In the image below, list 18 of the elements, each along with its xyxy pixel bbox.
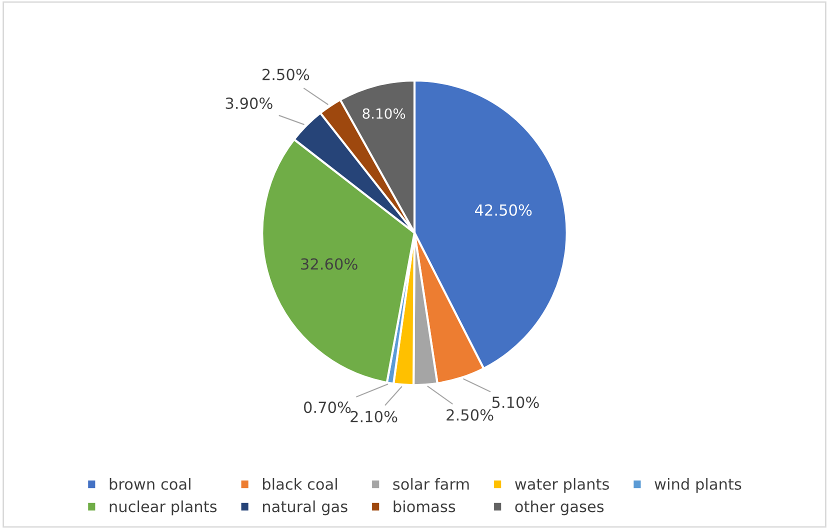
legend-label: black coal	[263, 478, 337, 490]
legend-label: solar farm	[393, 478, 469, 490]
data-label: 42.50%	[475, 204, 532, 216]
legend-label: water plants	[515, 478, 609, 493]
data-label: 0.70%	[304, 402, 351, 414]
legend-label: brown coal	[110, 478, 190, 490]
data-label: 8.10%	[362, 108, 406, 119]
data-label: 32.60%	[301, 258, 358, 270]
data-label: 2.50%	[446, 409, 494, 421]
data-label: 2.50%	[262, 68, 310, 80]
legend-label: nuclear plants	[110, 500, 217, 516]
legend-label: biomass	[394, 500, 456, 512]
legend-label: other gases	[515, 500, 604, 516]
data-label: 2.10%	[350, 410, 398, 422]
legend-label: wind plants	[654, 478, 742, 493]
legend-label: natural gas	[263, 500, 348, 516]
data-label: 5.10%	[492, 396, 539, 408]
data-label: 3.90%	[226, 98, 272, 110]
